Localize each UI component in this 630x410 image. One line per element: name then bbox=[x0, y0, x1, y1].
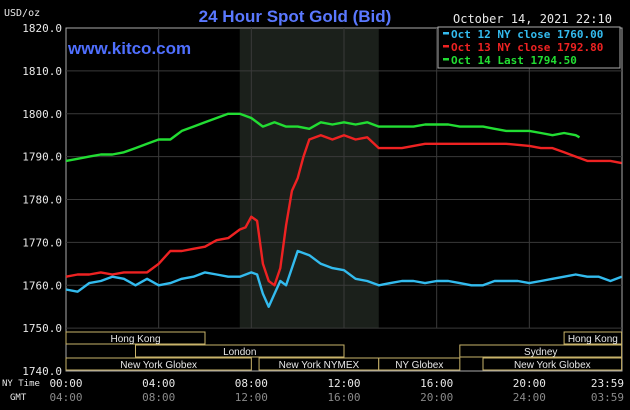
site-label: www.kitco.com bbox=[67, 39, 191, 58]
legend-swatch bbox=[443, 45, 449, 48]
market-sessions: Hong Kong Hong Kong London Sydney New York G… bbox=[65, 331, 623, 371]
y-tick-label: 1780.0 bbox=[22, 194, 62, 207]
session-bar bbox=[135, 344, 345, 358]
session-label: Hong Kong bbox=[110, 334, 160, 345]
session-bar bbox=[482, 357, 623, 371]
x-tick-label-ny: 04:00 bbox=[142, 377, 175, 390]
session-label: New York Globex bbox=[514, 360, 591, 371]
x-tick-label-ny: 16:00 bbox=[420, 377, 453, 390]
series-line bbox=[65, 249, 623, 308]
y-tick-label: 1760.0 bbox=[22, 279, 62, 292]
y-tick-label: 1820.0 bbox=[22, 22, 62, 35]
y-tick-label: 1770.0 bbox=[22, 236, 62, 249]
session-label: New York NYMEX bbox=[279, 360, 360, 371]
x-tick-label-ny: 00:00 bbox=[49, 377, 82, 390]
legend-box bbox=[437, 26, 621, 69]
x-tick-label-ny: 08:00 bbox=[235, 377, 268, 390]
x-tick-label-ny: 23:59 bbox=[591, 377, 624, 390]
session-label: Sydney bbox=[524, 347, 557, 358]
x-tick-label-ny: 20:00 bbox=[513, 377, 546, 390]
legend-entry: Oct 13 NY close 1792.80 bbox=[451, 41, 603, 54]
session-bar bbox=[65, 331, 206, 345]
x-tick-label-gmt: 08:00 bbox=[142, 391, 175, 404]
gmt-row-label: GMT bbox=[10, 393, 27, 403]
session-label: London bbox=[223, 347, 256, 358]
legend-swatch bbox=[443, 32, 449, 35]
session-label: New York Globex bbox=[120, 360, 197, 371]
chart-title: 24 Hour Spot Gold (Bid) bbox=[199, 7, 392, 26]
x-tick-label-gmt: 20:00 bbox=[420, 391, 453, 404]
chart-timestamp: October 14, 2021 22:10 bbox=[453, 12, 612, 26]
x-tick-label-ny: 12:00 bbox=[327, 377, 360, 390]
y-axis-ticks: 1820.0 1810.0 1800.0 1790.0 1780.0 1770.0 1760… bbox=[22, 22, 62, 378]
y-unit-label: USD/oz bbox=[4, 8, 40, 19]
session-bar bbox=[459, 344, 623, 358]
y-tick-label: 1810.0 bbox=[22, 65, 62, 78]
y-tick-label: 1740.0 bbox=[22, 365, 62, 378]
x-tick-label-gmt: 12:00 bbox=[235, 391, 268, 404]
x-tick-label-gmt: 04:00 bbox=[49, 391, 82, 404]
session-label: Hong Kong bbox=[568, 334, 618, 345]
legend-entry: Oct 12 NY close 1760.00 bbox=[451, 28, 603, 41]
legend-entry: Oct 14 Last 1794.50 bbox=[451, 54, 577, 67]
y-tick-label: 1750.0 bbox=[22, 322, 62, 335]
series-line bbox=[65, 133, 622, 287]
legend-swatch bbox=[443, 58, 449, 61]
x-tick-label-gmt: 03:59 bbox=[591, 391, 624, 404]
session-label: NY Globex bbox=[395, 360, 443, 371]
grid-lines bbox=[66, 28, 622, 329]
x-tick-label-gmt: 24:00 bbox=[513, 391, 546, 404]
y-tick-label: 1790.0 bbox=[22, 151, 62, 164]
session-bar bbox=[65, 357, 252, 371]
session-bar bbox=[378, 357, 461, 371]
x-tick-label-gmt: 16:00 bbox=[327, 391, 360, 404]
ny-time-row-label: NY Time bbox=[2, 379, 40, 389]
x-axis-ticks: 00:0004:0004:0008:0008:0012:0012:0016:00… bbox=[49, 377, 624, 404]
session-bar bbox=[563, 331, 623, 345]
y-tick-label: 1800.0 bbox=[22, 108, 62, 121]
series-line bbox=[65, 112, 581, 163]
series-lines bbox=[65, 112, 623, 308]
